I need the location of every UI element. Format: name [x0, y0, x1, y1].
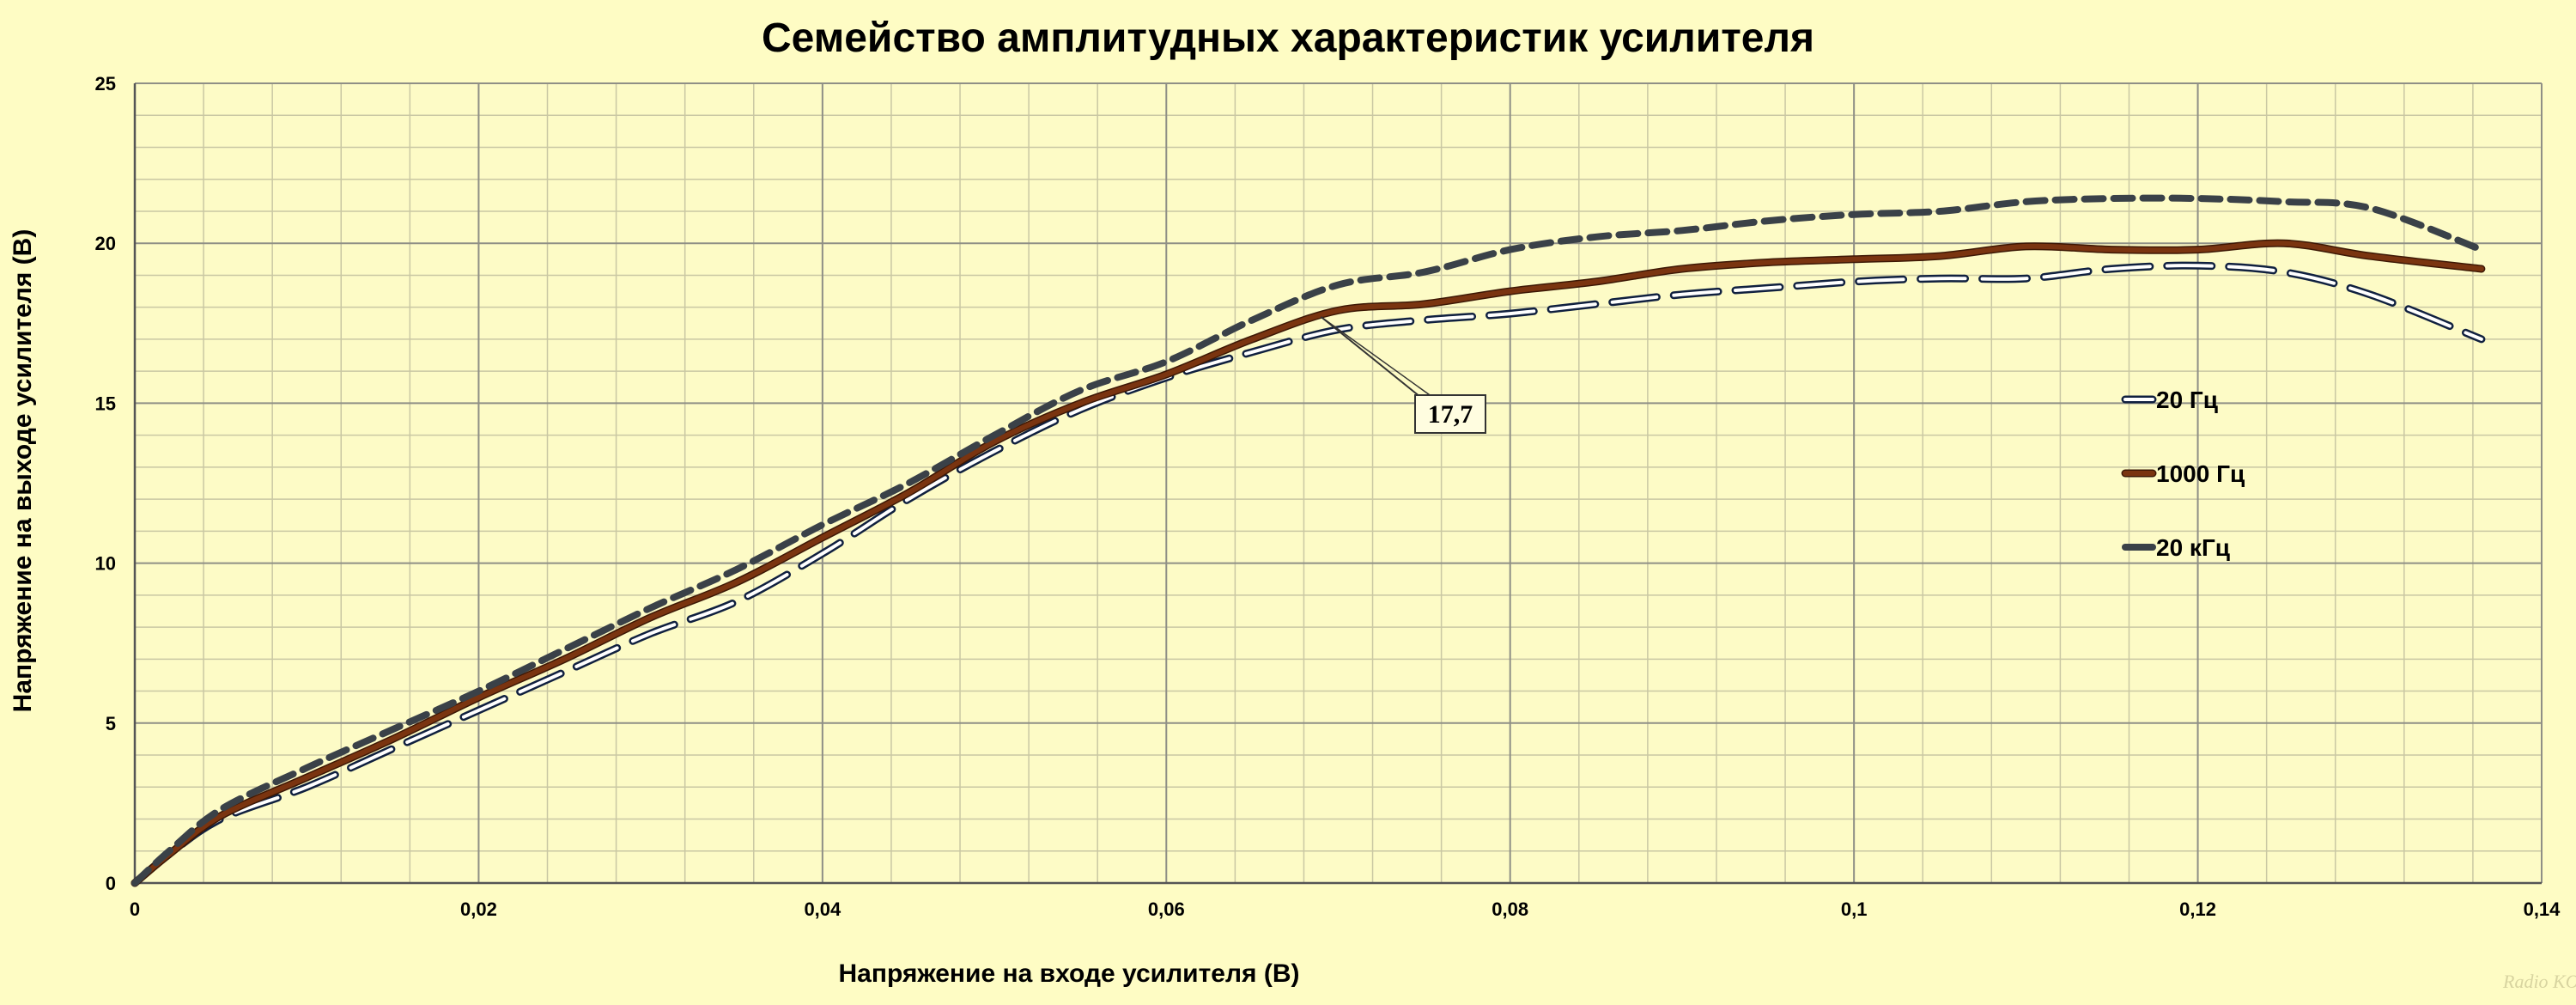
x-tick-label: 0,06 [1148, 898, 1185, 920]
legend-label-20-гц: 20 Гц [2156, 387, 2218, 413]
x-tick-label: 0,08 [1492, 898, 1528, 920]
legend: 20 Гц 1000 Гц 20 кГц [2121, 387, 2245, 561]
x-tick-label: 0,12 [2179, 898, 2216, 920]
y-tick-label: 0 [106, 873, 116, 894]
y-tick-label: 5 [106, 713, 116, 734]
callout-label: 17,7 [1428, 400, 1473, 429]
y-tick-label: 20 [95, 233, 116, 254]
watermark-text: Radio KOT radiokot.ru [2502, 971, 2576, 992]
callout-box [1414, 394, 1486, 434]
series-line-20-кгц [131, 194, 2485, 886]
x-tick-label: 0,04 [804, 898, 841, 920]
series-line-20-гц [133, 264, 2483, 885]
legend-label-1000-гц: 1000 Гц [2156, 460, 2245, 487]
series-line-1000-гц [132, 241, 2484, 886]
series-lines [131, 194, 2486, 887]
y-tick-label: 15 [95, 393, 116, 414]
x-tick-label: 0 [130, 898, 140, 920]
plot-area [135, 83, 2542, 883]
y-axis-label: Напряжение на выходе усилителя (В) [9, 229, 37, 713]
axes: 0 0,02 0,04 0,06 0,08 0,1 0,12 0,14 0 5 10 15 20 25 [95, 73, 2561, 920]
legend-label-20-кгц: 20 кГц [2156, 534, 2230, 561]
x-tick-label: 0,02 [460, 898, 497, 920]
x-axis-label: Напряжение на входе усилителя (В) [838, 959, 1299, 988]
chart-title: Семейство амплитудных характеристик усил… [762, 15, 1814, 61]
callout-leader [1321, 316, 1433, 398]
grid [134, 82, 2543, 884]
annotations: 17,7 [1320, 316, 1486, 434]
y-tick-label: 10 [95, 553, 116, 575]
y-tick-label: 25 [95, 73, 116, 94]
x-tick-label: 0,1 [1841, 898, 1868, 920]
x-tick-label: 0,14 [2524, 898, 2561, 920]
